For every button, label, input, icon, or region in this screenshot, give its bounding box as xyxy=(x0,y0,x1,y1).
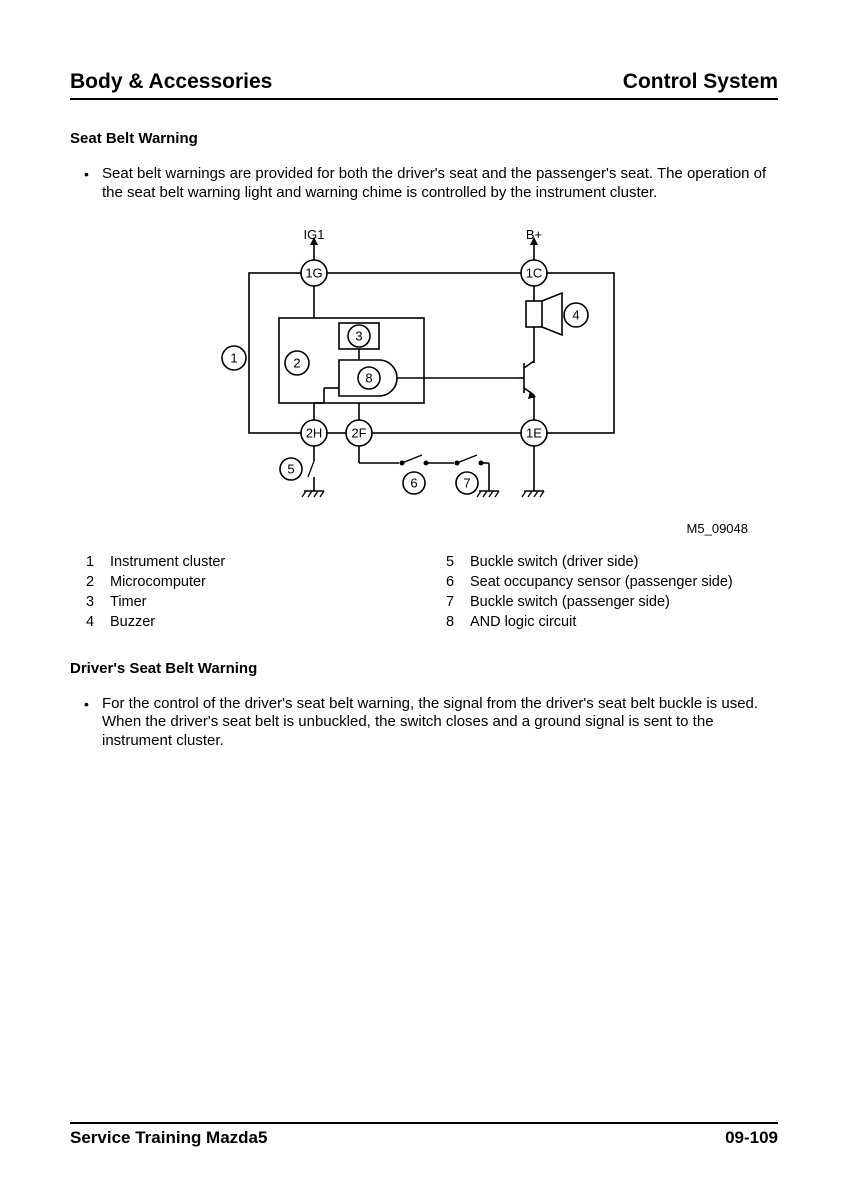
page-footer: Service Training Mazda5 09-109 xyxy=(70,1122,778,1148)
pin-2f: 2F xyxy=(351,425,366,440)
footer-left: Service Training Mazda5 xyxy=(70,1128,267,1148)
circuit-svg: IG1 B+ 1 2 1G 1C 3 8 xyxy=(204,223,644,513)
node-3: 3 xyxy=(355,328,362,343)
diagram-id: M5_09048 xyxy=(70,521,748,536)
node-8: 8 xyxy=(365,370,372,385)
bullet-dot-icon: • xyxy=(84,695,102,751)
bullet-text-seat-belt: Seat belt warnings are provided for both… xyxy=(102,165,778,203)
page-header: Body & Accessories Control System xyxy=(70,70,778,100)
node-6: 6 xyxy=(410,475,417,490)
pin-1e: 1E xyxy=(526,425,542,440)
header-left: Body & Accessories xyxy=(70,70,272,94)
node-7: 7 xyxy=(463,475,470,490)
legend-row: 7Buckle switch (passenger side) xyxy=(430,594,778,610)
legend-row: 5Buckle switch (driver side) xyxy=(430,554,778,570)
bullet-seat-belt: • Seat belt warnings are provided for bo… xyxy=(84,165,778,203)
pin-1c: 1C xyxy=(526,265,543,280)
bullet-dot-icon: • xyxy=(84,165,102,203)
section-heading-driver: Driver's Seat Belt Warning xyxy=(70,660,778,677)
legend-row: 6Seat occupancy sensor (passenger side) xyxy=(430,574,778,590)
legend-row: 2Microcomputer xyxy=(70,574,390,590)
node-4: 4 xyxy=(572,307,579,322)
legend-col-right: 5Buckle switch (driver side) 6Seat occup… xyxy=(430,554,778,630)
legend-col-left: 1Instrument cluster 2Microcomputer 3Time… xyxy=(70,554,390,630)
bullet-text-driver: For the control of the driver's seat bel… xyxy=(102,695,778,751)
bullet-driver: • For the control of the driver's seat b… xyxy=(84,695,778,751)
section-heading-seat-belt: Seat Belt Warning xyxy=(70,130,778,147)
node-5: 5 xyxy=(287,461,294,476)
legend-row: 8AND logic circuit xyxy=(430,614,778,630)
legend: 1Instrument cluster 2Microcomputer 3Time… xyxy=(70,554,778,630)
node-2: 2 xyxy=(293,355,300,370)
circuit-diagram: IG1 B+ 1 2 1G 1C 3 8 xyxy=(70,223,778,513)
footer-right: 09-109 xyxy=(725,1128,778,1148)
legend-row: 3Timer xyxy=(70,594,390,610)
node-1: 1 xyxy=(230,350,237,365)
pin-1g: 1G xyxy=(305,265,322,280)
legend-row: 4Buzzer xyxy=(70,614,390,630)
legend-row: 1Instrument cluster xyxy=(70,554,390,570)
pin-2h: 2H xyxy=(306,425,323,440)
header-right: Control System xyxy=(623,70,778,94)
